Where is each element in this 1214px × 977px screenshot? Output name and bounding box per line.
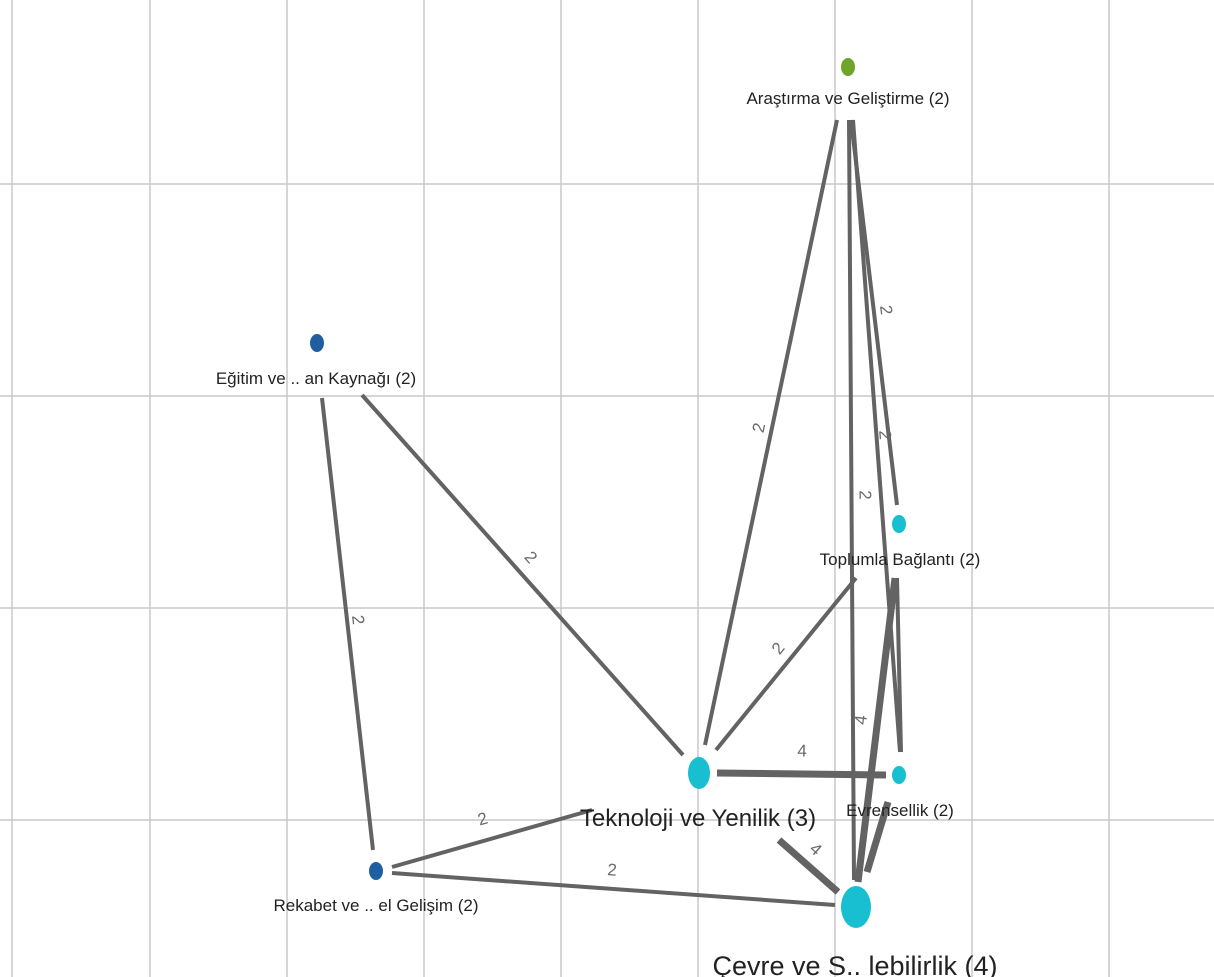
- edge-teknoloji-evrensellik: [716, 769, 887, 779]
- edge-toplumla-cevre: [854, 577, 899, 883]
- edge-evrensellik-cevre: [863, 800, 892, 874]
- node-label-arastirma: Araştırma ve Geliştirme (2): [746, 89, 949, 108]
- node-label-toplumla: Toplumla Bağlantı (2): [820, 550, 981, 569]
- node-egitim[interactable]: [310, 334, 324, 352]
- edge-toplumla-evrensellik: [895, 577, 903, 753]
- edge-arastirma-cevre: [847, 119, 856, 881]
- edge-weight-label: 2: [855, 490, 874, 500]
- node-arastirma[interactable]: [841, 58, 855, 76]
- node-label-rekabet: Rekabet ve .. el Gelişim (2): [273, 896, 478, 915]
- edge-egitim-rekabet: [320, 397, 375, 851]
- node-label-teknoloji: Teknoloji ve Yenilik (3): [580, 805, 816, 832]
- node-cevre[interactable]: [841, 886, 871, 928]
- edge-egitim-teknoloji: [360, 393, 685, 757]
- edge-toplumla-teknoloji: [714, 576, 858, 752]
- edge-teknoloji-cevre: [776, 837, 841, 895]
- node-labels: Araştırma ve Geliştirme (2) Eğitim ve .. …: [216, 89, 998, 977]
- edge-labels: 2 2 2 2 2 2 2 4 4 4 2 2: [348, 304, 896, 880]
- node-label-evrensellik: Evrensellik (2): [846, 801, 954, 820]
- edge-weight-label: 2: [768, 639, 789, 658]
- node-toplumla[interactable]: [892, 515, 906, 533]
- edge-weight-label: 2: [749, 421, 770, 434]
- edge-weight-label: 2: [348, 614, 368, 626]
- edge-rekabet-cevre: [391, 871, 836, 907]
- edge-arastirma-teknoloji: [703, 119, 839, 746]
- node-evrensellik[interactable]: [892, 766, 906, 784]
- node-rekabet[interactable]: [369, 862, 383, 880]
- edge-weight-label: 2: [607, 860, 618, 880]
- edges: [320, 119, 903, 907]
- edge-weight-label: 2: [476, 809, 490, 830]
- edge-weight-label: 4: [806, 839, 826, 860]
- edge-weight-label: 2: [521, 547, 541, 567]
- edge-weight-label: 2: [876, 304, 896, 316]
- node-label-cevre: Çevre ve S.. lebilirlik (4): [712, 951, 997, 977]
- edge-weight-label: 2: [875, 429, 895, 440]
- nodes: [310, 58, 906, 928]
- edge-weight-label: 4: [797, 741, 807, 760]
- edge-arastirma-evrensellik: [851, 119, 902, 753]
- edge-teknoloji-rekabet: [391, 808, 593, 869]
- node-teknoloji[interactable]: [688, 757, 710, 789]
- edge-weight-label: 4: [851, 714, 871, 726]
- node-label-egitim: Eğitim ve .. an Kaynağı (2): [216, 369, 416, 388]
